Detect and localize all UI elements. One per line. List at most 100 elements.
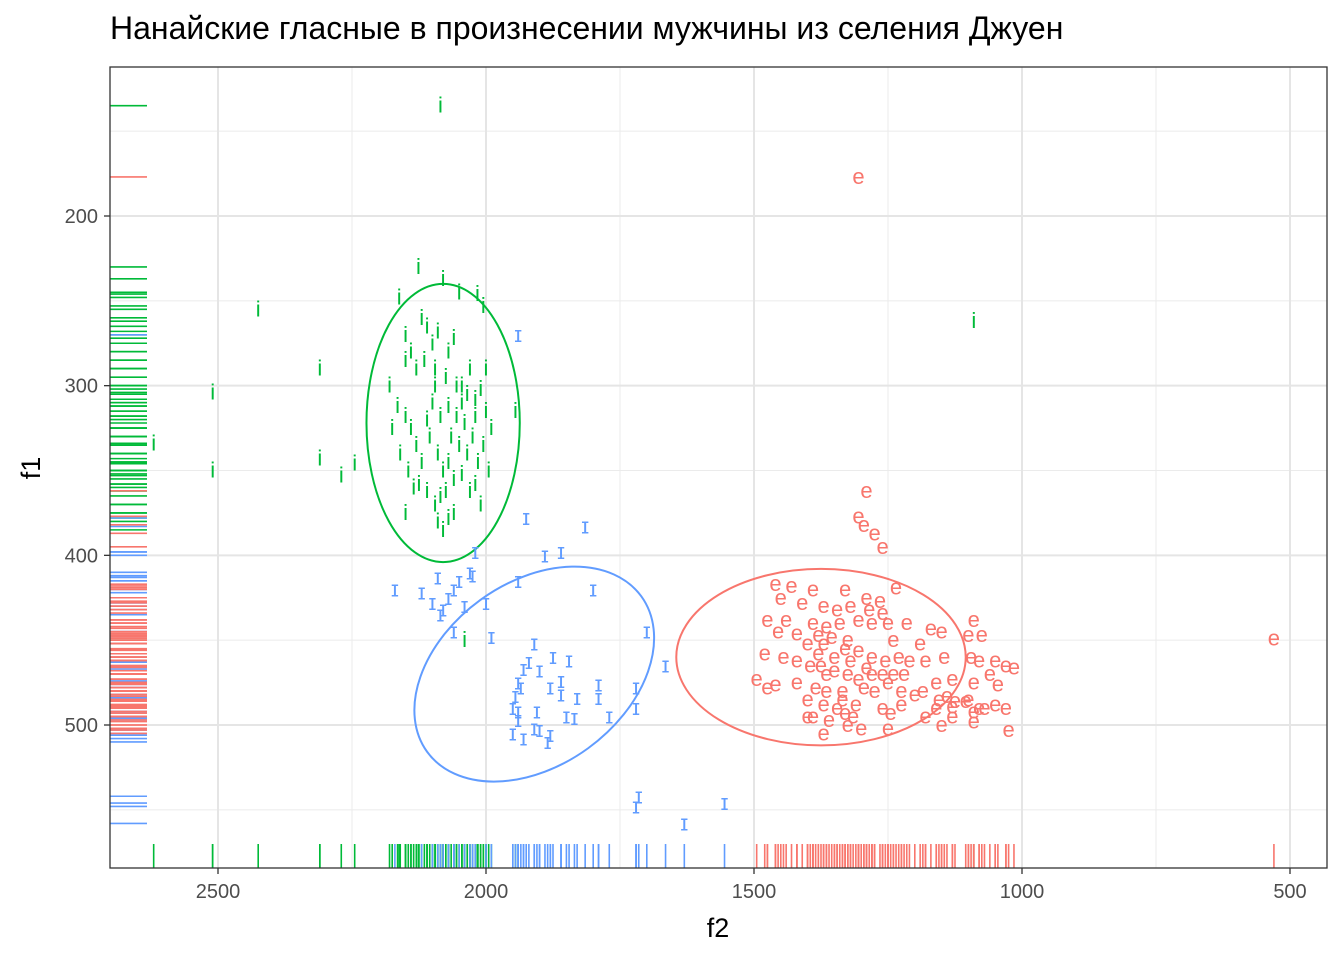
point-e: e xyxy=(860,478,872,503)
point-ɪ: ɪ xyxy=(461,593,469,618)
point-i: i xyxy=(403,500,408,525)
point-i: i xyxy=(427,424,432,449)
point-ɪ: ɪ xyxy=(546,675,554,700)
point-i: i xyxy=(409,339,414,364)
point-i: i xyxy=(465,441,470,466)
point-e: e xyxy=(807,610,819,635)
point-e: e xyxy=(801,687,813,712)
point-e: e xyxy=(842,661,854,686)
point-ɪ: ɪ xyxy=(522,505,530,530)
point-e: e xyxy=(976,622,988,647)
point-e: e xyxy=(960,688,972,713)
point-e: e xyxy=(946,666,958,691)
point-e: e xyxy=(1008,654,1020,679)
point-e: e xyxy=(772,619,784,644)
point-ɪ: ɪ xyxy=(565,648,573,673)
point-e: e xyxy=(930,670,942,695)
point-e: e xyxy=(842,627,854,652)
point-e: e xyxy=(941,683,953,708)
point-e: e xyxy=(791,670,803,695)
point-e: e xyxy=(844,593,856,618)
point-e: e xyxy=(807,576,819,601)
x-tick-label: 2500 xyxy=(196,881,241,903)
point-e: e xyxy=(903,648,915,673)
point-e: e xyxy=(898,661,910,686)
point-e: e xyxy=(885,700,897,725)
point-i: i xyxy=(465,381,470,406)
point-e: e xyxy=(801,704,813,729)
point-i: i xyxy=(478,376,483,401)
point-i: i xyxy=(473,403,478,428)
point-ɪ: ɪ xyxy=(536,658,544,683)
point-ɪ: ɪ xyxy=(525,649,533,674)
point-e: e xyxy=(804,653,816,678)
point-e: e xyxy=(919,648,931,673)
point-i: i xyxy=(414,356,419,381)
point-i: i xyxy=(462,410,467,435)
point-e: e xyxy=(826,624,838,649)
point-ɪ: ɪ xyxy=(533,698,541,723)
point-ɪ: ɪ xyxy=(632,675,640,700)
point-e: e xyxy=(815,653,827,678)
x-axis-title: f2 xyxy=(707,913,730,943)
point-e: e xyxy=(834,610,846,635)
point-ɪ: ɪ xyxy=(573,685,581,710)
point-e: e xyxy=(946,693,958,718)
point-ɪ: ɪ xyxy=(514,670,522,695)
point-e: e xyxy=(820,661,832,686)
point-ɪ: ɪ xyxy=(680,810,688,835)
point-i: i xyxy=(390,415,395,440)
point-e: e xyxy=(866,661,878,686)
point-e: e xyxy=(973,648,985,673)
point-e: e xyxy=(917,678,929,703)
point-e: e xyxy=(933,687,945,712)
point-ɪ: ɪ xyxy=(514,698,522,723)
point-ɪ: ɪ xyxy=(557,539,565,564)
point-e: e xyxy=(855,715,867,740)
x-tick-label: 500 xyxy=(1273,881,1306,903)
point-i: i xyxy=(459,390,464,415)
point-ɪ: ɪ xyxy=(581,513,589,538)
point-e: e xyxy=(968,698,980,723)
point-i: i xyxy=(457,279,462,304)
point-ɪ: ɪ xyxy=(721,790,729,815)
point-i: i xyxy=(446,449,451,474)
point-i: i xyxy=(476,449,481,474)
point-e: e xyxy=(842,712,854,737)
point-e: e xyxy=(850,692,862,717)
point-e: e xyxy=(791,648,803,673)
point-e: e xyxy=(962,622,974,647)
point-i: i xyxy=(210,379,215,404)
point-i: i xyxy=(435,318,440,343)
point-i: i xyxy=(971,308,976,333)
point-i: i xyxy=(467,356,472,381)
point-i: i xyxy=(470,424,475,449)
point-i: i xyxy=(441,517,446,542)
point-e: e xyxy=(925,615,937,640)
point-i: i xyxy=(403,403,408,428)
point-ɪ: ɪ xyxy=(530,715,538,740)
point-ɪ: ɪ xyxy=(437,602,445,627)
point-i: i xyxy=(446,393,451,418)
point-i: i xyxy=(430,330,435,355)
point-i: i xyxy=(339,463,344,488)
point-e: e xyxy=(769,671,781,696)
point-i: i xyxy=(446,505,451,530)
point-i: i xyxy=(409,415,414,440)
point-ɪ: ɪ xyxy=(595,671,603,696)
point-e: e xyxy=(801,631,813,656)
point-i: i xyxy=(422,347,427,372)
point-ɪ: ɪ xyxy=(536,717,544,742)
y-tick-label: 500 xyxy=(65,715,98,737)
point-ɪ: ɪ xyxy=(512,683,520,708)
point-e: e xyxy=(852,503,864,528)
point-e: e xyxy=(968,709,980,734)
point-ɪ: ɪ xyxy=(487,624,495,649)
point-e: e xyxy=(860,585,872,610)
plot-border xyxy=(109,66,1328,869)
point-i: i xyxy=(433,491,438,516)
point-e: e xyxy=(828,658,840,683)
point-i: i xyxy=(473,471,478,496)
point-e: e xyxy=(775,585,787,610)
